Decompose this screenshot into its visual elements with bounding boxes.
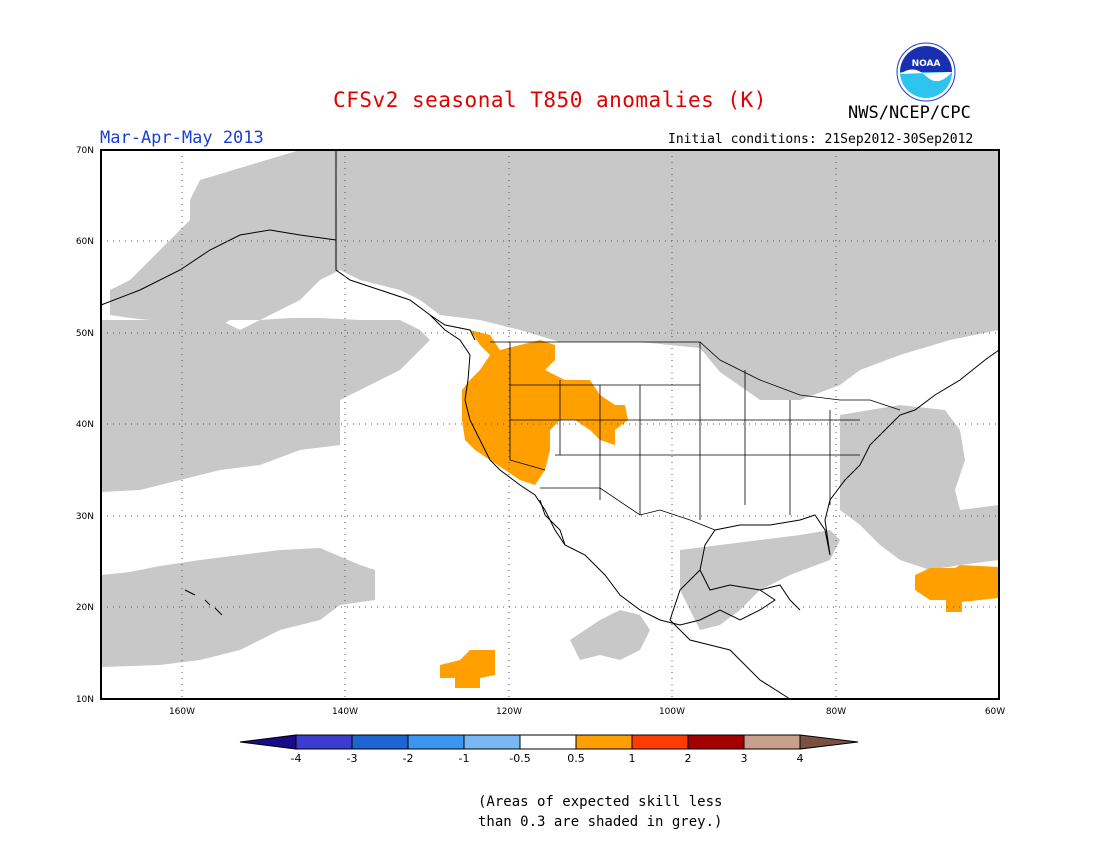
colorbar-swatch <box>463 734 521 750</box>
initial-conditions-label: Initial conditions: 21Sep2012-30Sep2012 <box>668 132 974 147</box>
lon-label: 60W <box>985 707 1005 717</box>
lon-label: 160W <box>169 707 195 717</box>
colorbar-tick-label: -0.5 <box>509 752 530 765</box>
lon-label: 100W <box>659 707 685 717</box>
colorbar: -4 -3 -2 -1 -0.5 0.5 1 2 3 4 <box>239 734 859 765</box>
colorbar-swatch <box>631 734 689 750</box>
colorbar-swatch <box>687 734 745 750</box>
skill-note-line-1: (Areas of expected skill less <box>478 794 723 810</box>
lat-label: 30N <box>76 512 94 522</box>
colorbar-swatch <box>519 734 577 750</box>
colorbar-tick-label: 1 <box>629 752 636 765</box>
lat-label: 40N <box>76 420 94 430</box>
colorbar-swatch <box>743 734 801 750</box>
colorbar-tick-label: -3 <box>347 752 358 765</box>
lat-label: 50N <box>76 329 94 339</box>
colorbar-tick-label: 4 <box>797 752 804 765</box>
lat-label: 60N <box>76 237 94 247</box>
political-borders <box>490 341 901 531</box>
svg-text:NOAA: NOAA <box>912 59 941 69</box>
colorbar-swatch <box>407 734 465 750</box>
lon-label: 140W <box>332 707 358 717</box>
noaa-logo: NOAA <box>896 42 956 102</box>
colorbar-swatch <box>295 734 353 750</box>
warm-anomaly-regions <box>440 330 999 688</box>
colorbar-swatch <box>351 734 409 750</box>
lat-label: 70N <box>76 146 94 156</box>
coastlines <box>100 150 1000 700</box>
agency-label: NWS/NCEP/CPC <box>848 103 971 123</box>
lon-label: 80W <box>826 707 846 717</box>
colorbar-tick-label: -2 <box>403 752 414 765</box>
colorbar-tick-label: 0.5 <box>567 752 585 765</box>
colorbar-tick-label: 2 <box>685 752 692 765</box>
colorbar-tick-label: -1 <box>459 752 470 765</box>
skill-note: (Areas of expected skill less than 0.3 a… <box>478 792 722 832</box>
season-label: Mar-Apr-May 2013 <box>100 128 264 148</box>
low-skill-shading <box>101 150 999 667</box>
map-frame <box>100 149 1000 700</box>
colorbar-end-high <box>799 734 859 750</box>
map-title: CFSv2 seasonal T850 anomalies (K) <box>333 88 767 112</box>
skill-note-line-2: than 0.3 are shaded in grey.) <box>478 814 723 830</box>
colorbar-swatch <box>575 734 633 750</box>
colorbar-end-low <box>239 734 297 750</box>
lat-label: 10N <box>76 695 94 705</box>
colorbar-tick-label: -4 <box>291 752 302 765</box>
lat-label: 20N <box>76 603 94 613</box>
lon-label: 120W <box>496 707 522 717</box>
colorbar-tick-label: 3 <box>741 752 748 765</box>
